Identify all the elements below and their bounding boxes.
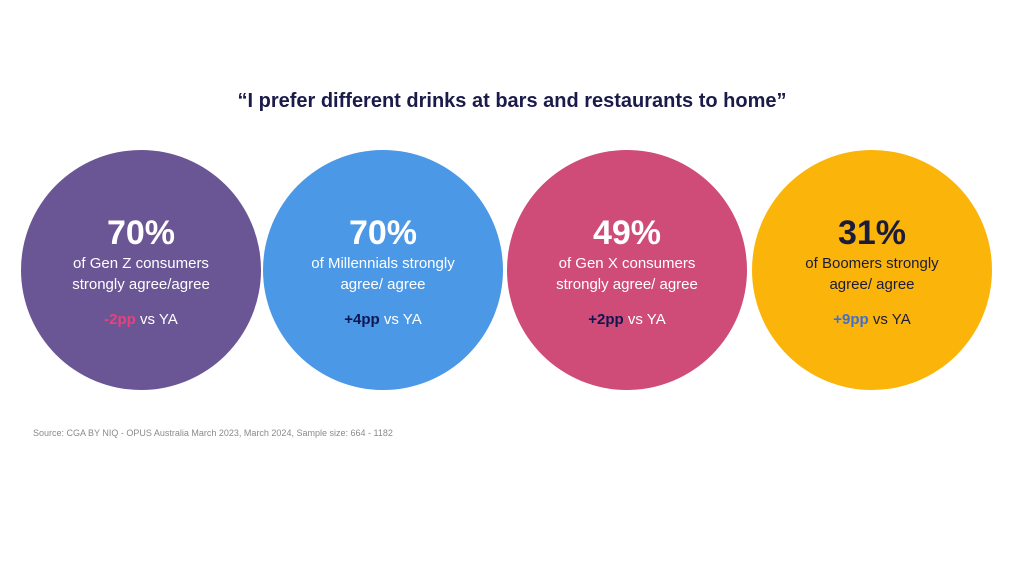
millennials-description: of Millennials strongly agree/ agree	[311, 254, 455, 293]
gen-x-percent: 49%	[592, 213, 662, 252]
gen-x-delta: +2pp	[588, 310, 624, 328]
millennials-percent: 70%	[348, 213, 418, 252]
slide-title: “I prefer different drinks at bars and r…	[237, 90, 787, 112]
boomers-circle: 31% of Boomers strongly agree/ agree +9p…	[752, 150, 992, 390]
gen-x-suffix: vs YA	[623, 310, 666, 328]
source-note: Source: CGA BY NIQ - OPUS Australia Marc…	[33, 428, 393, 438]
gen-z-change: -2pp vs YA	[104, 311, 178, 328]
boomers-change: +9pp vs YA	[833, 311, 910, 328]
millennials-circle: 70% of Millennials strongly agree/ agree…	[263, 150, 503, 390]
gen-z-circle: 70% of Gen Z consumers strongly agree/ag…	[21, 150, 261, 390]
boomers-suffix: vs YA	[868, 310, 911, 328]
gen-z-description: of Gen Z consumers strongly agree/agree	[72, 254, 210, 293]
millennials-suffix: vs YA	[379, 310, 422, 328]
gen-z-suffix: vs YA	[135, 310, 178, 328]
millennials-delta: +4pp	[344, 310, 380, 328]
millennials-change: +4pp vs YA	[344, 311, 421, 328]
boomers-description: of Boomers strongly agree/ agree	[805, 254, 939, 293]
gen-x-change: +2pp vs YA	[588, 311, 665, 328]
boomers-percent: 31%	[837, 213, 907, 252]
boomers-delta: +9pp	[833, 310, 869, 328]
gen-x-circle: 49% of Gen X consumers strongly agree/ a…	[507, 150, 747, 390]
gen-z-delta: -2pp	[104, 310, 136, 328]
gen-x-description: of Gen X consumers strongly agree/ agree	[556, 254, 698, 293]
gen-z-percent: 70%	[106, 213, 176, 252]
